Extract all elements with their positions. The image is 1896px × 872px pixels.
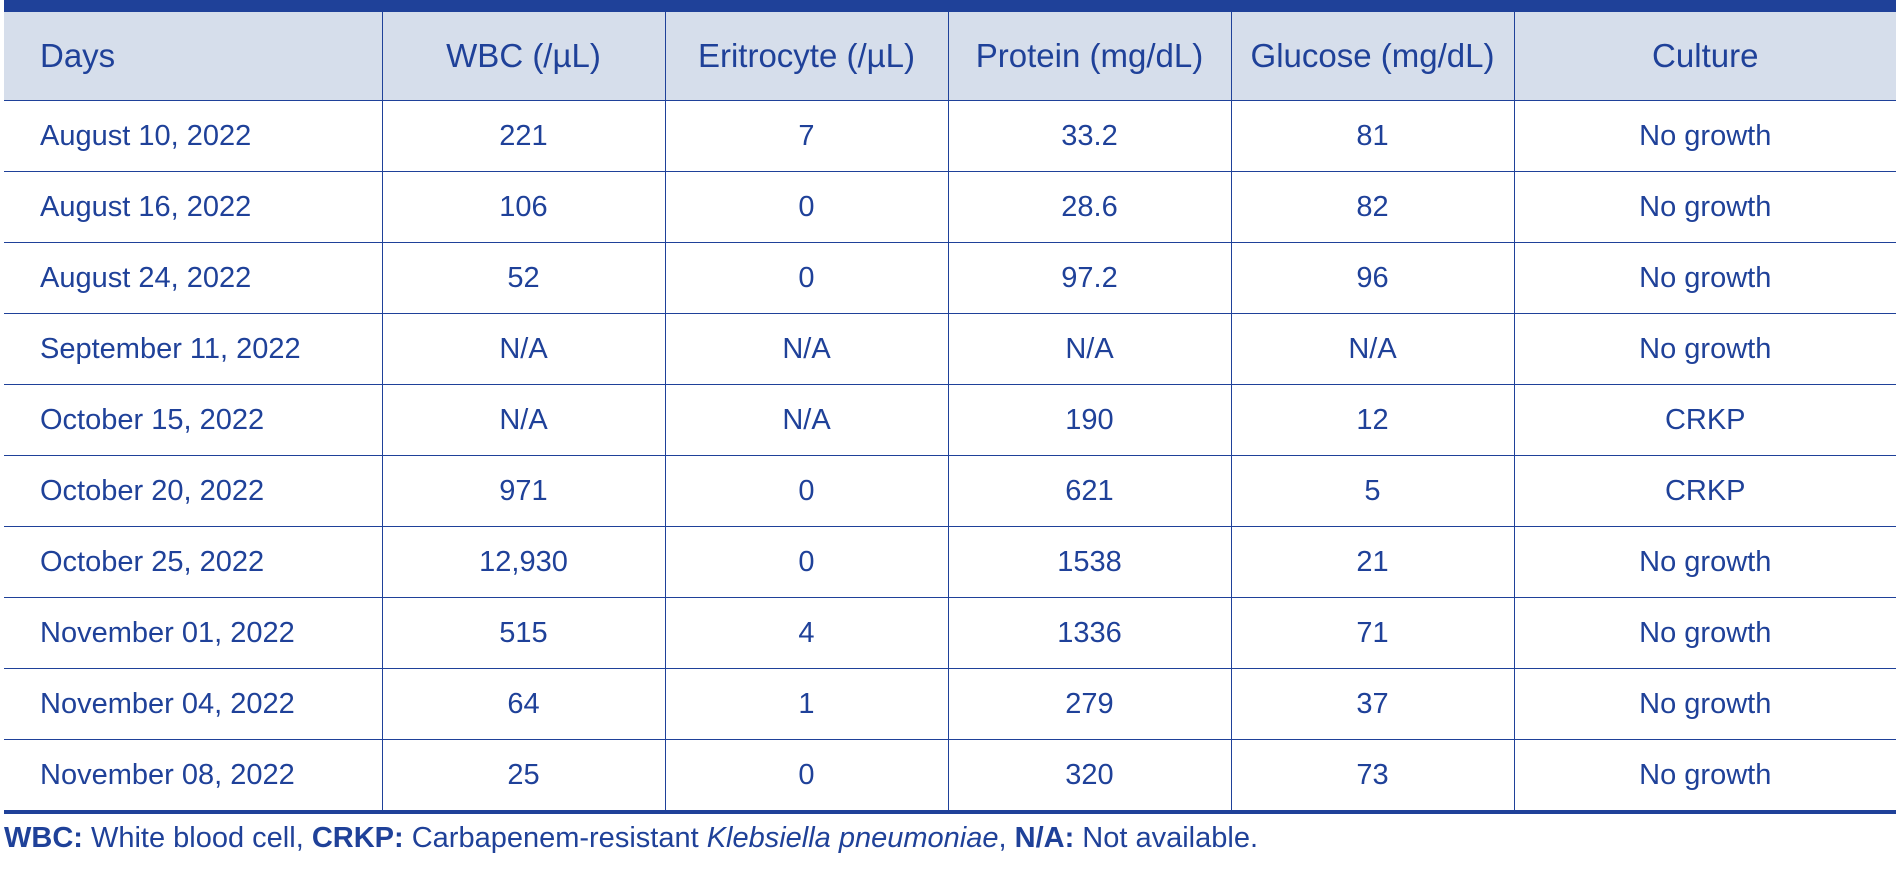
cell-day: November 08, 2022: [4, 739, 383, 813]
table-row: October 15, 2022 N/A N/A 190 12 CRKP: [4, 384, 1896, 456]
header-glucose: Glucose (mg/dL): [1230, 12, 1515, 101]
cell-culture: No growth: [1513, 668, 1896, 740]
table-row: September 11, 2022 N/A N/A N/A N/A No gr…: [4, 313, 1896, 385]
cell-protein: 97.2: [947, 242, 1232, 314]
cell-eritrocyte: 0: [664, 739, 949, 813]
cell-glucose: 21: [1230, 526, 1515, 598]
table-row: November 01, 2022 515 4 1336 71 No growt…: [4, 597, 1896, 669]
cell-culture: CRKP: [1513, 455, 1896, 527]
footnote-crkp-text: Carbapenem-resistant: [403, 822, 707, 854]
cell-protein: 621: [947, 455, 1232, 527]
cell-wbc: N/A: [381, 384, 666, 456]
table-container: Days WBC (/µL) Eritrocyte (/µL) Protein …: [4, 0, 1896, 814]
cell-day: November 01, 2022: [4, 597, 383, 669]
cell-culture: No growth: [1513, 739, 1896, 813]
cell-protein: 1538: [947, 526, 1232, 598]
cell-day: October 20, 2022: [4, 455, 383, 527]
table-row: August 16, 2022 106 0 28.6 82 No growth: [4, 171, 1896, 243]
header-wbc: WBC (/µL): [381, 12, 666, 101]
cell-glucose: 82: [1230, 171, 1515, 243]
footnote-separator: ,: [998, 822, 1015, 854]
footnote-crkp-abbr: CRKP:: [311, 822, 404, 854]
cell-protein: 33.2: [947, 100, 1232, 172]
cell-day: October 25, 2022: [4, 526, 383, 598]
table-row: October 25, 2022 12,930 0 1538 21 No gro…: [4, 526, 1896, 598]
cell-protein: 28.6: [947, 171, 1232, 243]
cell-eritrocyte: 0: [664, 455, 949, 527]
table-row: October 20, 2022 971 0 621 5 CRKP: [4, 455, 1896, 527]
cell-culture: No growth: [1513, 597, 1896, 669]
cell-wbc: 106: [381, 171, 666, 243]
header-protein: Protein (mg/dL): [947, 12, 1232, 101]
cell-eritrocyte: 4: [664, 597, 949, 669]
cell-day: August 24, 2022: [4, 242, 383, 314]
cell-wbc: N/A: [381, 313, 666, 385]
cell-culture: No growth: [1513, 313, 1896, 385]
cell-eritrocyte: 0: [664, 171, 949, 243]
footnote-crkp-species: Klebsiella pneumoniae: [706, 822, 999, 854]
table-row: November 08, 2022 25 0 320 73 No growth: [4, 739, 1896, 813]
cell-eritrocyte: 0: [664, 526, 949, 598]
cell-eritrocyte: 1: [664, 668, 949, 740]
footnote-na-text: Not available.: [1074, 822, 1259, 854]
cell-glucose: 37: [1230, 668, 1515, 740]
table-header: Days WBC (/µL) Eritrocyte (/µL) Protein …: [4, 12, 1896, 101]
header-days: Days: [4, 12, 383, 101]
cell-day: August 16, 2022: [4, 171, 383, 243]
table-row: November 04, 2022 64 1 279 37 No growth: [4, 668, 1896, 740]
header-culture: Culture: [1513, 12, 1896, 101]
cell-day: November 04, 2022: [4, 668, 383, 740]
cell-culture: No growth: [1513, 171, 1896, 243]
cell-wbc: 52: [381, 242, 666, 314]
cell-wbc: 221: [381, 100, 666, 172]
table-row: August 10, 2022 221 7 33.2 81 No growth: [4, 100, 1896, 172]
cell-culture: No growth: [1513, 526, 1896, 598]
cell-protein: 320: [947, 739, 1232, 813]
cell-eritrocyte: 7: [664, 100, 949, 172]
cell-culture: CRKP: [1513, 384, 1896, 456]
footnote-wbc-abbr: WBC:: [4, 822, 83, 854]
table-top-rule: [4, 0, 1896, 12]
table-row: August 24, 2022 52 0 97.2 96 No growth: [4, 242, 1896, 314]
cell-protein: N/A: [947, 313, 1232, 385]
csf-results-table: Days WBC (/µL) Eritrocyte (/µL) Protein …: [4, 12, 1896, 814]
cell-eritrocyte: N/A: [664, 313, 949, 385]
cell-wbc: 515: [381, 597, 666, 669]
cell-eritrocyte: 0: [664, 242, 949, 314]
cell-wbc: 12,930: [381, 526, 666, 598]
cell-wbc: 64: [381, 668, 666, 740]
cell-protein: 190: [947, 384, 1232, 456]
cell-eritrocyte: N/A: [664, 384, 949, 456]
cell-glucose: 12: [1230, 384, 1515, 456]
header-row: Days WBC (/µL) Eritrocyte (/µL) Protein …: [4, 12, 1896, 101]
cell-glucose: 5: [1230, 455, 1515, 527]
cell-glucose: 71: [1230, 597, 1515, 669]
cell-day: August 10, 2022: [4, 100, 383, 172]
cell-wbc: 25: [381, 739, 666, 813]
cell-culture: No growth: [1513, 242, 1896, 314]
header-eritrocyte: Eritrocyte (/µL): [664, 12, 949, 101]
cell-day: September 11, 2022: [4, 313, 383, 385]
cell-glucose: N/A: [1230, 313, 1515, 385]
cell-protein: 1336: [947, 597, 1232, 669]
cell-wbc: 971: [381, 455, 666, 527]
footnote-na-abbr: N/A:: [1014, 822, 1075, 854]
cell-glucose: 81: [1230, 100, 1515, 172]
cell-protein: 279: [947, 668, 1232, 740]
cell-day: October 15, 2022: [4, 384, 383, 456]
footnote-wbc-text: White blood cell,: [82, 822, 312, 854]
cell-culture: No growth: [1513, 100, 1896, 172]
table-body: August 10, 2022 221 7 33.2 81 No growth …: [4, 100, 1896, 813]
table-footnote: WBC: White blood cell, CRKP: Carbapenem-…: [4, 822, 1258, 855]
cell-glucose: 96: [1230, 242, 1515, 314]
cell-glucose: 73: [1230, 739, 1515, 813]
